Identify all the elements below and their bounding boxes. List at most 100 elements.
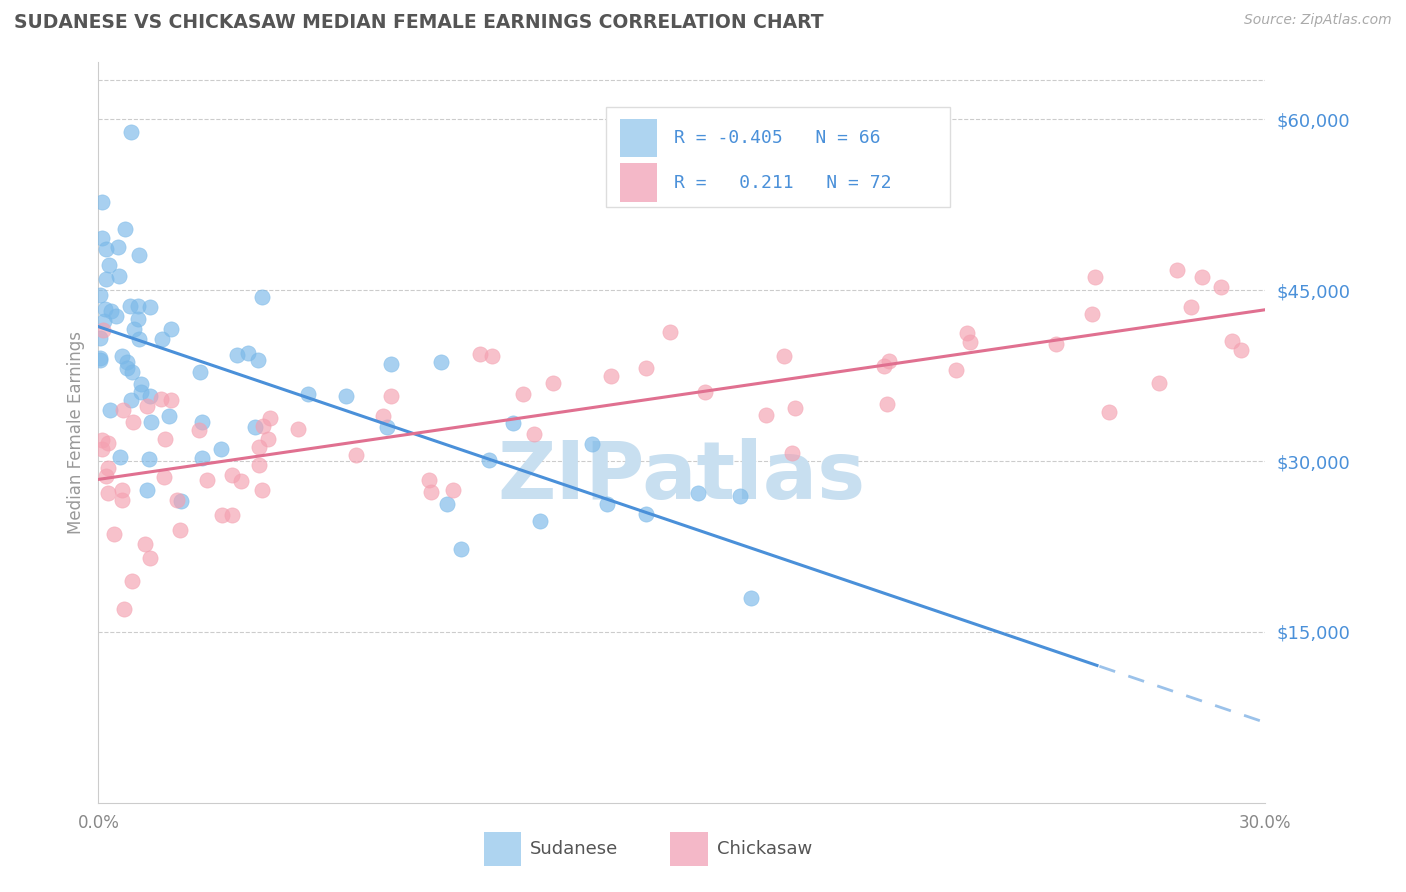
Point xyxy=(418,473,440,487)
Point xyxy=(344,448,367,462)
Point xyxy=(209,442,232,457)
Point xyxy=(595,497,617,511)
Point xyxy=(136,483,159,497)
Point xyxy=(127,299,149,313)
Point xyxy=(1211,280,1233,294)
Point xyxy=(1191,269,1213,284)
Point xyxy=(335,389,357,403)
Point xyxy=(89,352,111,367)
Point xyxy=(128,247,150,261)
Point xyxy=(107,239,129,253)
Point xyxy=(141,416,163,430)
Point xyxy=(152,332,174,346)
Point xyxy=(114,602,136,616)
Point xyxy=(169,523,191,537)
Point xyxy=(246,352,269,367)
Bar xyxy=(671,832,707,866)
Point xyxy=(120,392,142,407)
Point xyxy=(250,483,273,498)
Point xyxy=(780,445,803,459)
Point xyxy=(297,387,319,401)
Point xyxy=(121,574,143,589)
Point xyxy=(450,541,472,556)
Point xyxy=(287,422,309,436)
Point xyxy=(634,361,657,376)
Point xyxy=(108,450,131,465)
Point xyxy=(90,231,112,245)
Point xyxy=(211,508,233,522)
Point xyxy=(122,322,145,336)
Point xyxy=(153,432,176,446)
Point xyxy=(231,474,253,488)
Point xyxy=(93,301,115,316)
Point xyxy=(89,351,111,365)
Point xyxy=(111,402,134,417)
Point xyxy=(121,416,143,430)
Point xyxy=(105,310,128,324)
Point xyxy=(380,357,402,371)
Point xyxy=(136,400,159,414)
Point xyxy=(238,346,260,360)
Point xyxy=(1098,405,1121,419)
Point xyxy=(221,468,243,483)
Bar xyxy=(620,163,658,202)
Point xyxy=(170,494,193,508)
Point xyxy=(157,409,180,423)
Point xyxy=(120,299,142,313)
Point xyxy=(97,460,120,475)
Point xyxy=(91,323,114,337)
Text: SUDANESE VS CHICKASAW MEDIAN FEMALE EARNINGS CORRELATION CHART: SUDANESE VS CHICKASAW MEDIAN FEMALE EARN… xyxy=(14,13,824,32)
Point xyxy=(1180,301,1202,315)
Point xyxy=(138,451,160,466)
Point xyxy=(1081,307,1104,321)
Point xyxy=(581,437,603,451)
Point xyxy=(945,362,967,376)
FancyBboxPatch shape xyxy=(606,107,950,207)
Text: Sudanese: Sudanese xyxy=(530,839,619,858)
Point xyxy=(693,385,716,400)
Point xyxy=(1084,270,1107,285)
Point xyxy=(502,416,524,430)
Point xyxy=(1166,263,1188,277)
Point xyxy=(114,222,136,236)
Point xyxy=(93,313,115,327)
Point xyxy=(191,415,214,429)
Text: Chickasaw: Chickasaw xyxy=(717,839,813,858)
Point xyxy=(166,493,188,508)
Point xyxy=(728,489,751,503)
Point xyxy=(221,508,243,522)
Point xyxy=(90,195,112,210)
Point xyxy=(94,271,117,285)
Point xyxy=(436,498,458,512)
Point xyxy=(152,469,174,483)
Point xyxy=(876,397,898,411)
Point xyxy=(373,409,395,424)
Point xyxy=(97,486,120,500)
Point xyxy=(523,426,546,441)
Point xyxy=(139,551,162,566)
Point xyxy=(115,361,138,376)
Point xyxy=(956,326,979,341)
Point xyxy=(740,591,762,605)
Point xyxy=(98,402,121,417)
Text: Source: ZipAtlas.com: Source: ZipAtlas.com xyxy=(1244,13,1392,28)
Point xyxy=(1220,334,1243,348)
Point xyxy=(512,386,534,401)
Point xyxy=(959,334,981,349)
Point xyxy=(634,507,657,521)
Bar xyxy=(620,119,658,157)
Point xyxy=(127,312,149,326)
Point xyxy=(103,527,125,541)
Point xyxy=(131,384,153,399)
Point xyxy=(529,514,551,528)
Point xyxy=(120,125,142,139)
Point xyxy=(259,411,281,425)
Point xyxy=(91,433,114,447)
Point xyxy=(111,349,134,363)
Point xyxy=(470,347,492,361)
Point xyxy=(89,288,111,302)
Point xyxy=(97,436,120,450)
Point xyxy=(243,419,266,434)
Point xyxy=(380,389,402,403)
Point xyxy=(419,484,441,499)
